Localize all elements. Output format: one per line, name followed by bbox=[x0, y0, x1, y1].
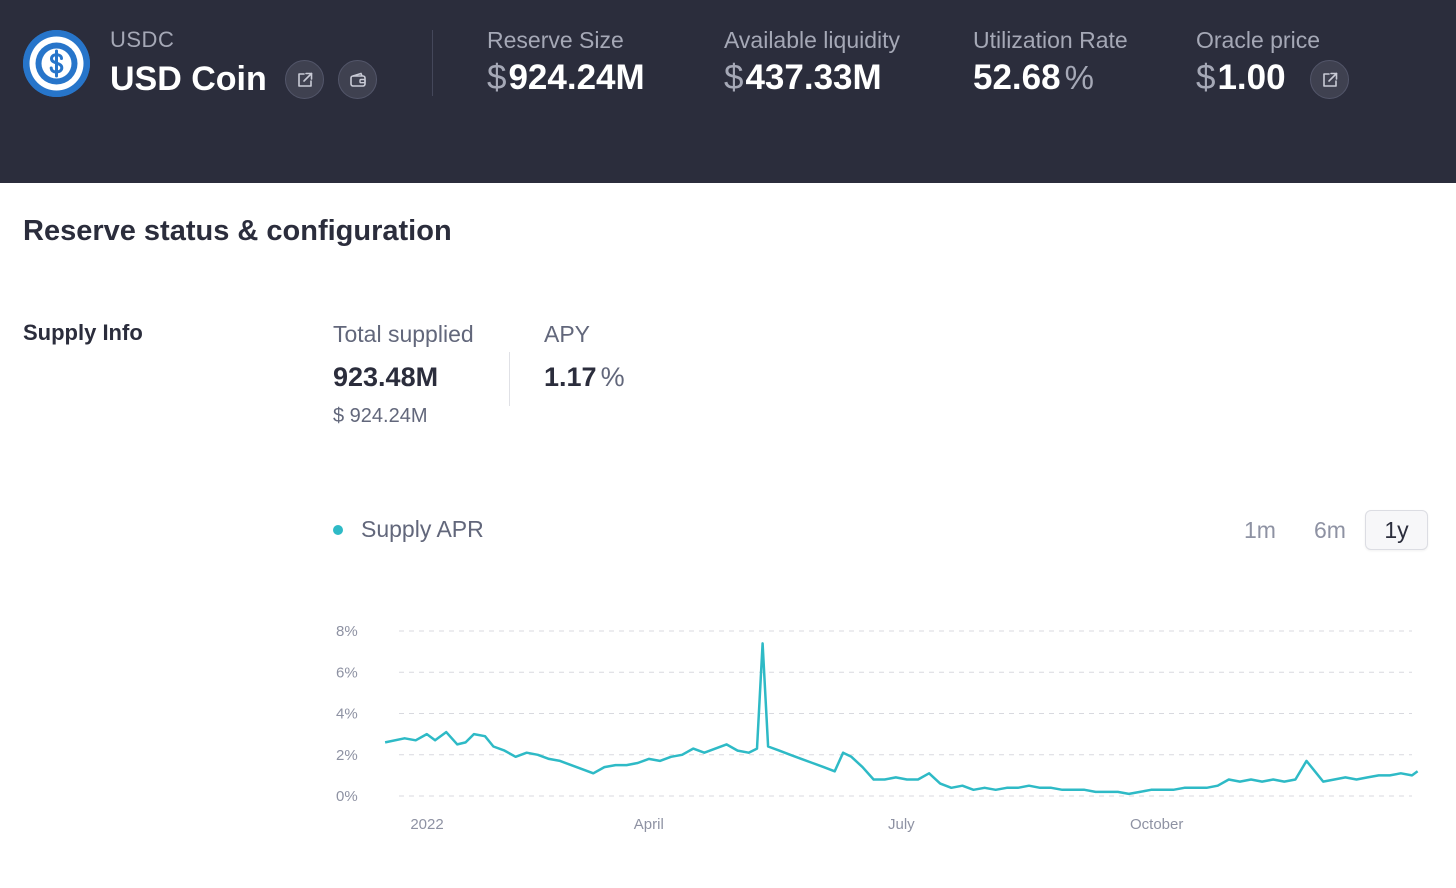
reserve-header: USDC USD Coin Reserve Size $924.24M Avai… bbox=[0, 0, 1456, 183]
currency-symbol: $ bbox=[1196, 58, 1216, 97]
total-supplied-value: 923.48M bbox=[333, 362, 439, 392]
currency-symbol: $ bbox=[487, 58, 507, 97]
supply-info-label: Supply Info bbox=[23, 320, 143, 345]
oracle-price-amount: 1.00 bbox=[1217, 58, 1286, 97]
utilization-rate-label: Utilization Rate bbox=[973, 27, 1128, 53]
oracle-price-value: $1.00 bbox=[1196, 58, 1286, 98]
apy-value: 1.17% bbox=[544, 362, 625, 393]
x-tick-label: 2022 bbox=[410, 816, 443, 833]
x-tick-label: April bbox=[634, 816, 664, 833]
metric-divider bbox=[509, 352, 510, 406]
total-supplied-usd: $ 924.24M bbox=[333, 405, 428, 427]
add-to-wallet-button[interactable] bbox=[338, 60, 377, 99]
range-1y-button[interactable]: 1y bbox=[1365, 510, 1428, 550]
x-tick-label: October bbox=[1130, 816, 1183, 833]
total-supplied-label: Total supplied bbox=[333, 321, 474, 347]
reserve-size-value: $924.24M bbox=[487, 58, 645, 98]
percent-unit: % bbox=[1064, 59, 1094, 96]
percent-unit: % bbox=[600, 362, 625, 392]
asset-name: USD Coin bbox=[110, 60, 267, 98]
reserve-size-amount: 924.24M bbox=[508, 58, 645, 97]
available-liquidity-value: $437.33M bbox=[724, 58, 882, 98]
asset-symbol: USDC bbox=[110, 27, 175, 52]
usdc-coin-icon bbox=[23, 30, 90, 97]
external-link-icon bbox=[1322, 72, 1337, 87]
external-link-icon bbox=[297, 72, 312, 87]
legend-dot-icon bbox=[333, 524, 343, 535]
x-tick-label: July bbox=[888, 816, 915, 833]
available-liquidity-label: Available liquidity bbox=[724, 27, 901, 53]
legend-label: Supply APR bbox=[361, 516, 484, 542]
y-tick-label: 2% bbox=[336, 747, 358, 764]
y-tick-label: 0% bbox=[336, 788, 358, 805]
available-liquidity-amount: 437.33M bbox=[745, 58, 882, 97]
oracle-price-label: Oracle price bbox=[1196, 27, 1320, 53]
y-tick-label: 6% bbox=[336, 664, 358, 681]
y-tick-label: 8% bbox=[336, 623, 358, 640]
reserve-size-label: Reserve Size bbox=[487, 27, 624, 53]
range-1m-button[interactable]: 1m bbox=[1244, 516, 1276, 543]
oracle-external-link-button[interactable] bbox=[1310, 60, 1349, 99]
supply-apr-chart: 0% 2% 4% 6% 8% 2022 April July October bbox=[336, 623, 1419, 833]
wallet-icon bbox=[349, 72, 366, 87]
asset-external-link-button[interactable] bbox=[285, 60, 324, 99]
apy-label: APY bbox=[544, 321, 591, 347]
utilization-rate-value: 52.68% bbox=[973, 58, 1094, 98]
utilization-rate-amount: 52.68 bbox=[973, 58, 1061, 97]
header-divider bbox=[432, 30, 433, 96]
chart-legend: Supply APR bbox=[333, 516, 484, 543]
currency-symbol: $ bbox=[724, 58, 744, 97]
y-tick-label: 4% bbox=[336, 706, 358, 723]
apy-amount: 1.17 bbox=[544, 362, 597, 392]
section-title: Reserve status & configuration bbox=[23, 215, 452, 247]
series-line-supply-apr bbox=[384, 642, 1419, 796]
range-6m-button[interactable]: 6m bbox=[1314, 516, 1346, 543]
